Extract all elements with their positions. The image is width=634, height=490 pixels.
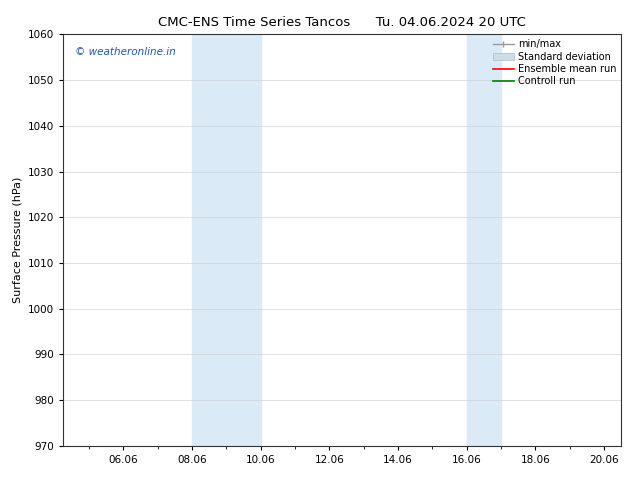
Y-axis label: Surface Pressure (hPa): Surface Pressure (hPa) bbox=[13, 177, 23, 303]
Bar bbox=[467, 34, 501, 446]
Text: © weatheronline.in: © weatheronline.in bbox=[75, 47, 176, 57]
Legend: min/max, Standard deviation, Ensemble mean run, Controll run: min/max, Standard deviation, Ensemble me… bbox=[491, 37, 618, 88]
Title: CMC-ENS Time Series Tancos      Tu. 04.06.2024 20 UTC: CMC-ENS Time Series Tancos Tu. 04.06.202… bbox=[158, 16, 526, 29]
Bar bbox=[192, 34, 261, 446]
